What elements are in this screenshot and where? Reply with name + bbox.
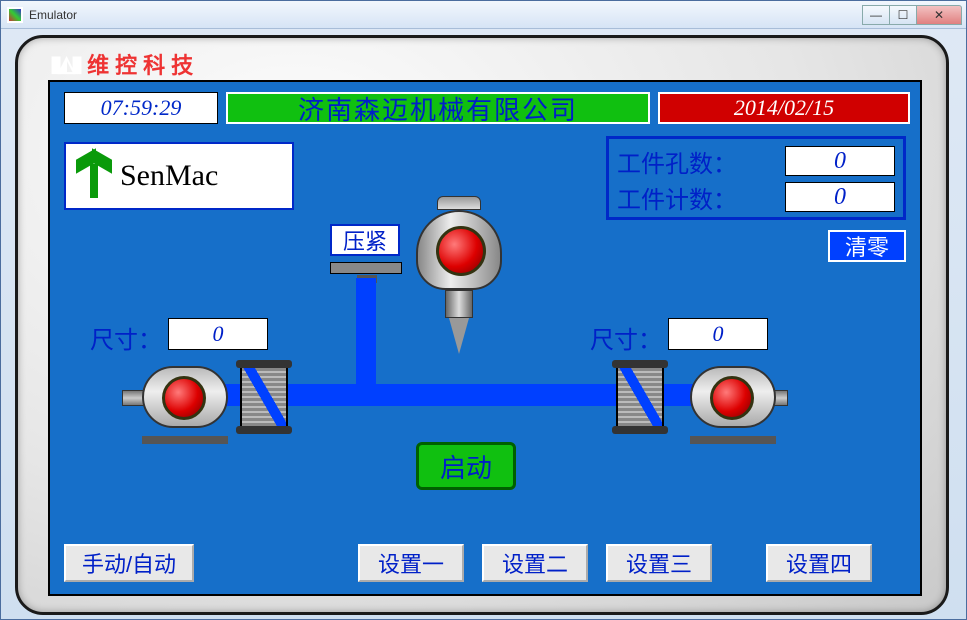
settings-2-button[interactable]: 设置二 bbox=[482, 544, 588, 582]
start-button[interactable]: 启动 bbox=[416, 442, 516, 490]
hole-count-value[interactable]: 0 bbox=[785, 146, 895, 176]
left-motor-lamp bbox=[162, 376, 206, 420]
pipe-vertical bbox=[356, 278, 376, 398]
window-frame: Emulator — ☐ ✕ ▮◭▮ 维控科技 07:59:29 济南森迈机械有… bbox=[0, 0, 967, 620]
close-button[interactable]: ✕ bbox=[916, 5, 962, 25]
senmac-logo-text: SenMac bbox=[120, 159, 218, 193]
right-size-value[interactable]: 0 bbox=[668, 318, 768, 350]
app-icon bbox=[7, 7, 23, 23]
piece-count-value[interactable]: 0 bbox=[785, 182, 895, 212]
maximize-button[interactable]: ☐ bbox=[889, 5, 917, 25]
left-size-label: 尺寸： bbox=[90, 320, 162, 355]
left-motor-icon bbox=[126, 360, 236, 438]
titlebar: Emulator — ☐ ✕ bbox=[1, 1, 966, 29]
window-controls: — ☐ ✕ bbox=[863, 5, 962, 25]
clock-display: 07:59:29 bbox=[64, 92, 218, 124]
counter-panel: 工件孔数： 0 工件计数： 0 bbox=[606, 136, 906, 220]
drill-head-icon bbox=[414, 196, 504, 354]
company-title: 济南森迈机械有限公司 bbox=[226, 92, 650, 124]
hole-count-label: 工件孔数： bbox=[617, 144, 737, 179]
drill-indicator-lamp bbox=[436, 226, 486, 276]
left-coupling-icon bbox=[240, 366, 288, 428]
left-size-value[interactable]: 0 bbox=[168, 318, 268, 350]
bezel-logo-icon: ▮◭▮ bbox=[50, 51, 79, 77]
piece-count-label: 工件计数： bbox=[617, 180, 737, 215]
right-size-label: 尺寸： bbox=[590, 320, 662, 355]
press-label[interactable]: 压紧 bbox=[330, 224, 400, 256]
minimize-button[interactable]: — bbox=[862, 5, 890, 25]
mode-toggle-button[interactable]: 手动/自动 bbox=[64, 544, 194, 582]
senmac-logo-icon bbox=[74, 154, 114, 198]
settings-4-button[interactable]: 设置四 bbox=[766, 544, 872, 582]
date-display: 2014/02/15 bbox=[658, 92, 910, 124]
hmi-screen: 07:59:29 济南森迈机械有限公司 2014/02/15 SenMac 工件… bbox=[48, 80, 922, 596]
settings-1-button[interactable]: 设置一 bbox=[358, 544, 464, 582]
window-title: Emulator bbox=[29, 8, 77, 22]
bezel-brand: ▮◭▮ 维控科技 bbox=[50, 48, 199, 80]
senmac-logo-box: SenMac bbox=[64, 142, 294, 210]
clear-button[interactable]: 清零 bbox=[828, 230, 906, 262]
right-motor-lamp bbox=[710, 376, 754, 420]
right-motor-icon bbox=[674, 360, 784, 438]
hmi-device-bezel: ▮◭▮ 维控科技 07:59:29 济南森迈机械有限公司 2014/02/15 … bbox=[15, 35, 949, 615]
settings-3-button[interactable]: 设置三 bbox=[606, 544, 712, 582]
press-plate-icon bbox=[330, 262, 402, 274]
right-coupling-icon bbox=[616, 366, 664, 428]
bezel-brand-text: 维控科技 bbox=[87, 48, 199, 80]
